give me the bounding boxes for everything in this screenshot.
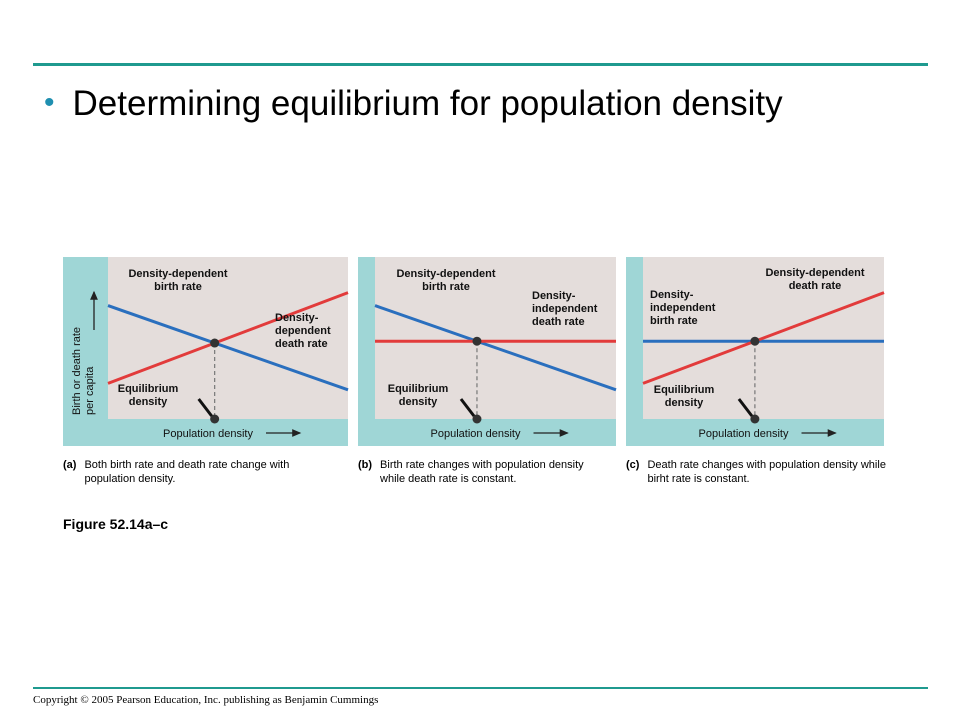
caption-c-label: (c) <box>626 459 640 471</box>
panel-c: Density-independent birth rate Density-dep… <box>626 257 885 446</box>
panel-a-birth-rate-label: Density-dependent birth rate <box>128 268 227 293</box>
caption-a-label: (a) <box>63 459 77 471</box>
panel-a-death-rate-label: Density-dependent death rate <box>275 312 331 350</box>
panel-c-x-axis-label: Population density <box>699 428 789 440</box>
panel-b-plot-area <box>375 257 616 419</box>
caption-b: (b) Birth rate changes with population d… <box>358 458 608 486</box>
caption-a-text: Both birth rate and death rate change wi… <box>84 459 290 485</box>
title-text: Determining equilibrium for population d… <box>72 84 783 123</box>
panel-a-intersection-point <box>210 338 220 348</box>
caption-a: (a) Both birth rate and death rate chang… <box>63 458 343 486</box>
panel-b-birth-rate-line <box>374 304 617 392</box>
slide-title: • Determining equilibrium for population … <box>44 80 924 127</box>
copyright-text: Copyright © 2005 Pearson Education, Inc.… <box>33 694 379 706</box>
figure-label: Figure 52.14a–c <box>63 516 169 532</box>
panel-a-birth-rate-line <box>107 304 349 392</box>
panel-b: Density-dependent birth rate Density-indep… <box>358 257 617 446</box>
panel-c-birth-rate-label: Density-independent birth rate <box>650 289 716 327</box>
caption-b-label: (b) <box>358 459 373 471</box>
panel-b-equilibrium-point <box>472 414 482 424</box>
panel-a-death-rate-line <box>107 291 349 385</box>
y-axis-label-group: Birth or death rateper capita <box>71 327 96 415</box>
panel-a-equilibrium-label: Equilibrium density <box>118 383 179 408</box>
y-axis-label: Birth or death rateper capita <box>71 327 96 415</box>
bottom-rule <box>33 687 928 689</box>
panel-a-x-axis-label: Population density <box>163 428 253 440</box>
panel-b-birth-rate-label: Density-dependent birth rate <box>396 268 495 293</box>
panel-b-x-axis-label: Population density <box>431 428 521 440</box>
panel-a-equilibrium-point <box>210 414 220 424</box>
panel-b-equilibrium-pointer <box>459 398 476 417</box>
panel-b-death-rate-label: Density-independent death rate <box>532 290 598 328</box>
panel-c-equilibrium-label: Equilibrium density <box>654 384 715 409</box>
panel-a: Density-dependent birth rate Density-depen… <box>63 257 349 446</box>
panel-c-equilibrium-pointer <box>737 398 754 417</box>
caption-c: (c) Death rate changes with population d… <box>626 458 886 486</box>
panel-c-intersection-point <box>750 336 760 346</box>
caption-c-text: Death rate changes with population densi… <box>647 459 886 485</box>
panel-c-death-rate-line <box>642 291 885 385</box>
panel-a-equilibrium-pointer <box>197 398 213 417</box>
panel-c-death-rate-label: Density-dependent death rate <box>765 267 864 292</box>
panel-c-equilibrium-point <box>750 414 760 424</box>
caption-b-text: Birth rate changes with population densi… <box>380 459 584 485</box>
top-rule <box>33 63 928 66</box>
panel-b-equilibrium-label: Equilibrium density <box>388 383 449 408</box>
panel-b-intersection-point <box>472 336 482 346</box>
title-bullet: • <box>44 86 55 119</box>
